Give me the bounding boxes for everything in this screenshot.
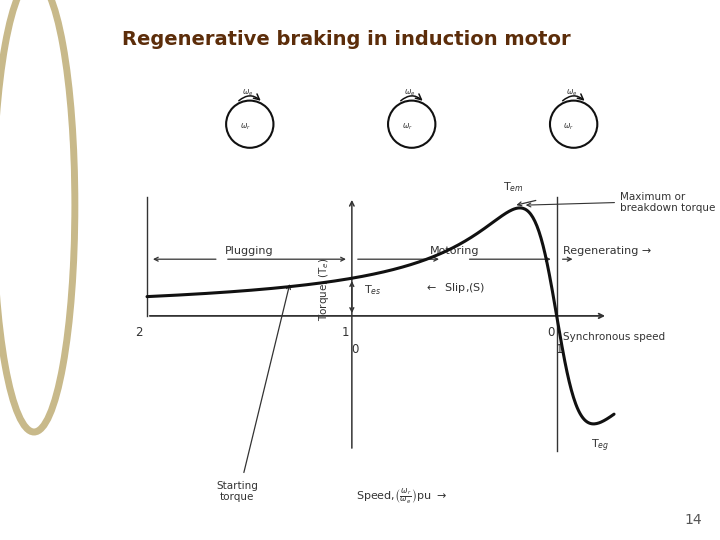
Text: 0: 0	[546, 326, 554, 339]
Text: Torque, (T$_e$): Torque, (T$_e$)	[317, 258, 330, 321]
Text: $\omega_r$: $\omega_r$	[402, 121, 413, 132]
Text: T$_{eg}$: T$_{eg}$	[590, 437, 609, 454]
Text: $\omega_r$: $\omega_r$	[240, 121, 251, 132]
Text: $\omega_r$: $\omega_r$	[564, 121, 575, 132]
Text: Regenerating →: Regenerating →	[563, 246, 651, 256]
Text: Starting
torque: Starting torque	[216, 481, 258, 502]
Text: 2: 2	[135, 326, 143, 339]
Text: $\omega_e$: $\omega_e$	[242, 87, 253, 98]
Text: $\leftarrow$  Slip,(S): $\leftarrow$ Slip,(S)	[423, 281, 485, 295]
Text: 0: 0	[351, 343, 359, 356]
Text: Synchronous speed: Synchronous speed	[563, 333, 665, 342]
Text: $\omega_e$: $\omega_e$	[565, 87, 577, 98]
Text: $\omega_e$: $\omega_e$	[404, 87, 415, 98]
Text: Maximum or
breakdown torque: Maximum or breakdown torque	[621, 192, 716, 213]
Text: 1: 1	[556, 343, 564, 356]
Text: T$_{em}$: T$_{em}$	[503, 180, 524, 194]
Text: 14: 14	[685, 512, 702, 526]
Text: Speed,$\left(\frac{\omega_r}{\omega_e}\right)$pu $\rightarrow$: Speed,$\left(\frac{\omega_r}{\omega_e}\r…	[356, 486, 447, 506]
Text: Motoring: Motoring	[430, 246, 479, 256]
Text: 1: 1	[341, 326, 348, 339]
Text: T$_{es}$: T$_{es}$	[364, 284, 382, 298]
Text: Regenerative braking in induction motor: Regenerative braking in induction motor	[122, 30, 571, 49]
Text: Plugging: Plugging	[225, 246, 274, 256]
